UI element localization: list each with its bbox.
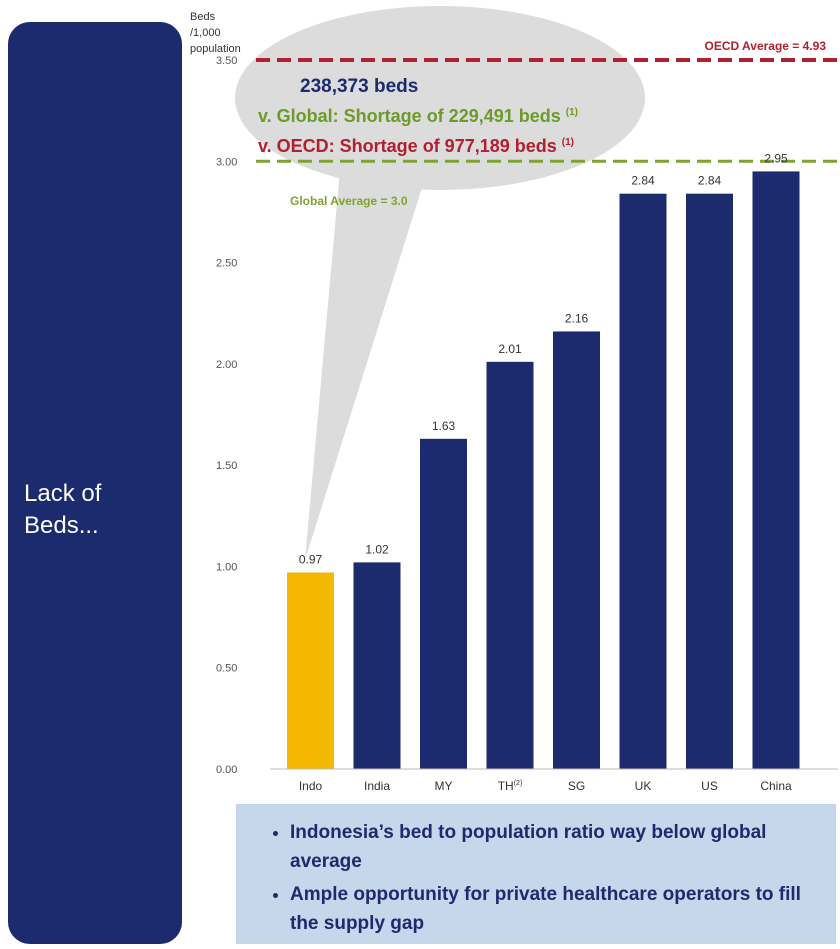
bullet-box: Indonesia’s bed to population ratio way … — [236, 804, 836, 944]
x-tick-label: India — [364, 779, 390, 793]
x-tick-label: MY — [435, 779, 453, 793]
x-tick-label: Indo — [299, 779, 323, 793]
bar-value-label: 2.01 — [498, 342, 522, 356]
bar-value-label: 2.84 — [631, 174, 655, 188]
y-tick-label: 1.50 — [216, 460, 237, 472]
bar — [486, 361, 534, 769]
bullet-list: Indonesia’s bed to population ratio way … — [236, 804, 836, 938]
y-tick-label: 0.50 — [216, 663, 237, 675]
callout-bubble-tail — [305, 170, 425, 560]
callout-global-shortage: v. Global: Shortage of 229,491 beds (1) — [258, 106, 578, 127]
bar-value-label: 2.95 — [764, 151, 788, 165]
x-tick-label: SG — [568, 779, 585, 793]
callout-oecd-shortage: v. OECD: Shortage of 977,189 beds (1) — [258, 136, 574, 157]
y-tick-label: 0.00 — [216, 764, 237, 776]
bar-value-label: 1.63 — [432, 419, 456, 433]
x-axis: Indo India MY TH(2) SG UK US China — [270, 768, 838, 793]
y-tick-label: 3.50 — [216, 55, 237, 67]
y-axis-label: Beds/1,000 population — [190, 11, 241, 55]
reference-lines: OECD Average = 4.93 Global Average = 3.0 — [256, 39, 840, 208]
callout-oecd-text: v. OECD: Shortage of 977,189 beds — [258, 136, 557, 156]
reference-line-label: OECD Average = 4.93 — [704, 39, 826, 53]
bar — [553, 331, 600, 769]
sidebar-panel: Lack of Beds... — [8, 22, 182, 944]
callout-bubble — [235, 6, 645, 190]
x-tick-label: US — [701, 779, 718, 793]
x-tick-label: UK — [635, 779, 652, 793]
bar — [619, 193, 667, 769]
bar-value-label: 2.16 — [565, 311, 589, 325]
callout-oecd-note: (1) — [561, 137, 575, 148]
x-tick-label: TH(2) — [498, 779, 523, 793]
y-tick-label: 1.00 — [216, 561, 237, 573]
y-tick-label: 2.50 — [216, 258, 237, 270]
bullet-item: Indonesia’s bed to population ratio way … — [290, 818, 816, 876]
callout-global-text: v. Global: Shortage of 229,491 beds — [258, 106, 561, 126]
bar-value-label: 2.84 — [698, 174, 722, 188]
x-tick-label: China — [760, 779, 792, 793]
y-tick-label: 2.00 — [216, 359, 237, 371]
bullet-item: Ample opportunity for private healthcare… — [290, 880, 816, 938]
bar — [686, 193, 733, 769]
bar — [420, 438, 467, 769]
reference-line-label: Global Average = 3.0 — [290, 194, 408, 208]
sidebar-title: Lack of Beds... — [24, 480, 102, 539]
y-axis: Beds/1,000 population 0.00 0.50 1.00 1.50 2.00… — [190, 11, 241, 776]
y-tick-label: 3.00 — [216, 156, 237, 168]
bar — [353, 562, 401, 769]
bar — [287, 572, 334, 769]
bar-value-label: 1.02 — [365, 542, 389, 556]
bars: 0.97 1.02 1.63 2.01 2.16 2.84 2.84 2.95 — [287, 151, 800, 769]
callout-global-note: (1) — [565, 107, 579, 118]
bar-value-label: 0.97 — [299, 553, 323, 567]
bar — [752, 171, 800, 769]
callout-beds: 238,373 beds — [300, 76, 419, 97]
